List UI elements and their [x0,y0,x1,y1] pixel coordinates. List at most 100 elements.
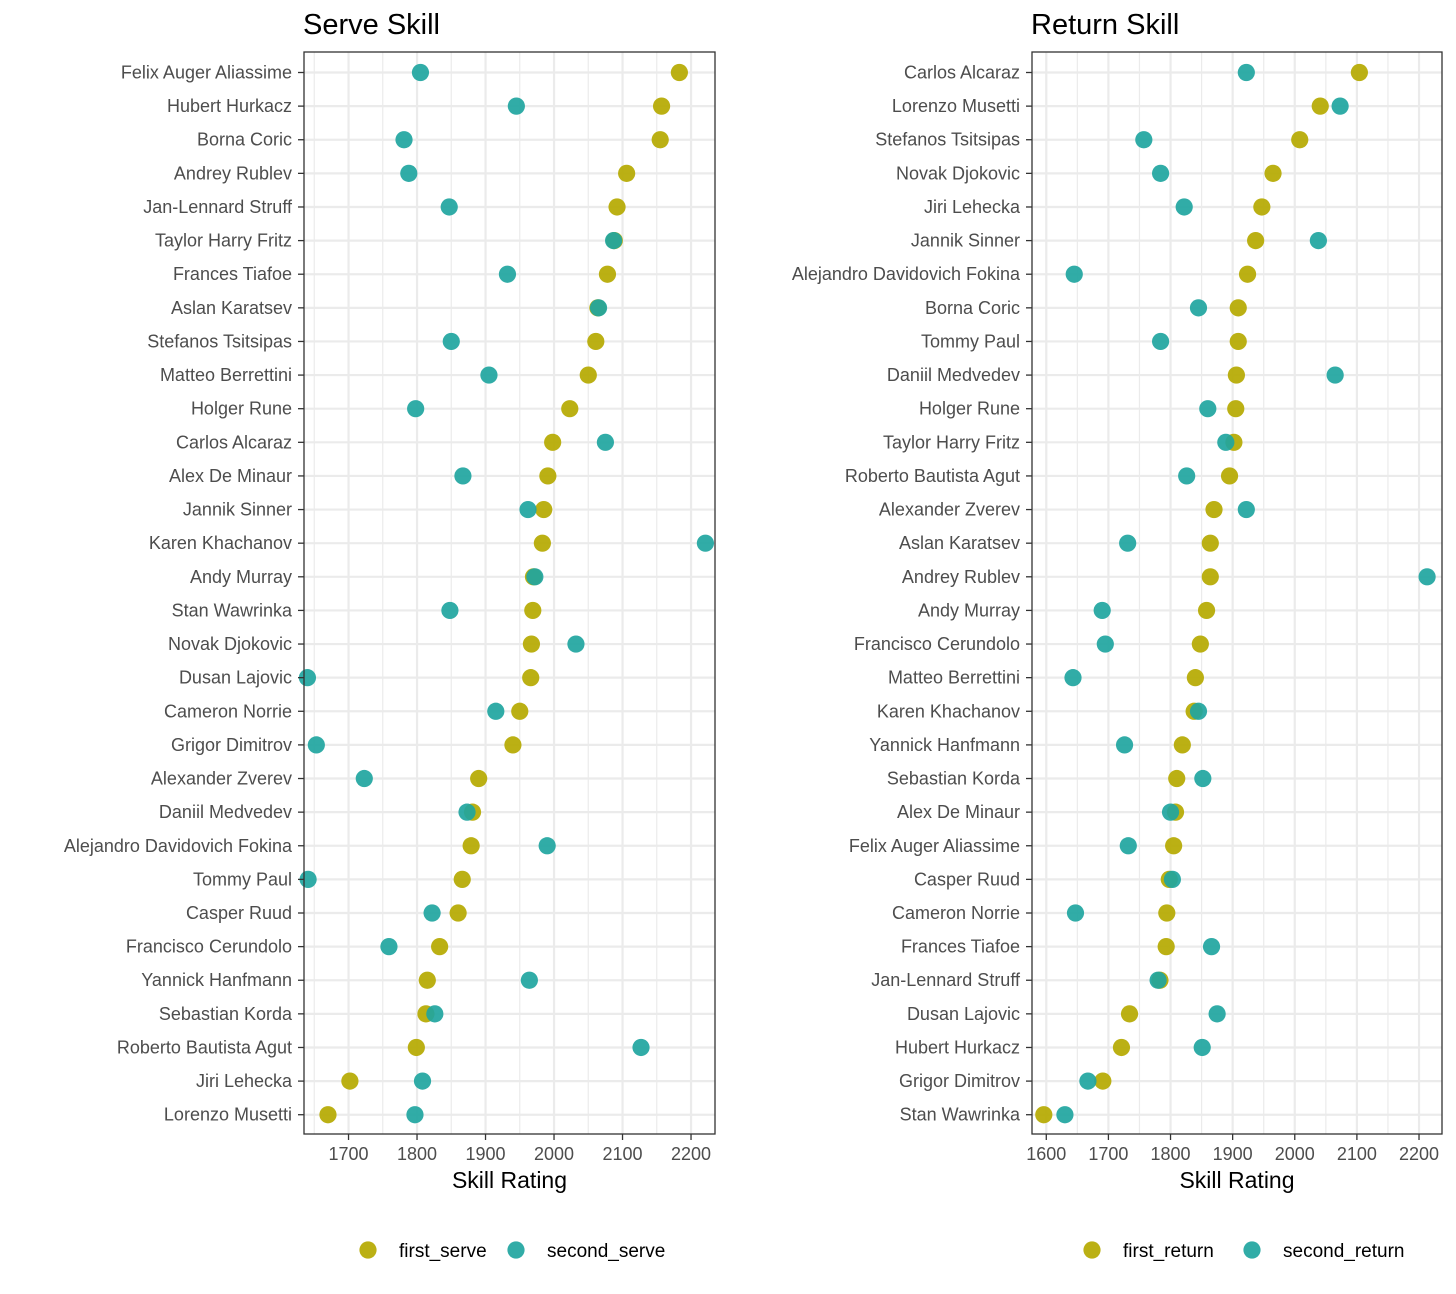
panel-1-player-label: Holger Rune [919,399,1020,419]
panel-0-player-label: Sebastian Korda [159,1004,293,1024]
panel-0-player-label: Jannik Sinner [183,500,292,520]
panel-0-first_serve-point [524,601,542,620]
panel-1-player-label: Lorenzo Musetti [892,96,1020,116]
panel-0-second_serve-point [538,837,556,855]
panel-1-second_return-point [1064,669,1082,687]
panel-0-player-label: Francisco Cerundolo [126,937,292,957]
panel-1-player-label: Alexander Zverev [879,500,1020,520]
panel-1-second_return-point [1056,1106,1074,1124]
panel-0-player-label: Roberto Bautista Agut [117,1037,292,1057]
panel-0-first_serve-point [470,769,488,788]
panel-0-second_serve-point [400,164,418,182]
panel-0-first_serve-point [341,1072,359,1090]
panel-0-second_serve-point [440,198,458,216]
panel-1-second_return-point [1178,467,1196,485]
panel-1-x-tick-label: 1800 [1151,1144,1191,1164]
panel-1-first_return-point [1112,1038,1131,1057]
panel-1-second_return-point [1418,568,1436,586]
panel-1-player-label: Karen Khachanov [877,701,1020,721]
panel-0-legend-first_serve-label: first_serve [399,1241,487,1262]
panel-0-player-label: Lorenzo Musetti [164,1105,292,1125]
panel-1-player-label: Matteo Berrettini [888,668,1020,688]
panel-0-second_serve-point [423,904,441,922]
panel-1-second_return-point [1202,938,1221,956]
panel-1-second_return-point [1066,904,1085,922]
panel-1-legend-second_return-key [1243,1241,1261,1259]
panel-0-first_serve-point [453,870,471,888]
panel-0-second_serve-point [567,635,585,653]
panel-0-second_serve-point [596,433,615,451]
panel-0-first_serve-point [539,467,557,485]
panel-1-player-label: Cameron Norrie [892,903,1020,923]
panel-1-player-label: Francisco Cerundolo [854,634,1020,654]
panel-1-title: Return Skill [1031,9,1179,41]
panel-0-second_serve-point [442,332,460,351]
panel-1-second_return-point [1115,736,1134,754]
panel-0-second_serve-point [487,702,505,720]
panel-1-first_return-point [1201,534,1219,552]
panel-1-player-label: Andy Murray [918,600,1020,620]
panel-1-second_return-point [1161,803,1180,821]
panel-1-x-tick-label: 1600 [1026,1144,1066,1164]
panel-0-x-tick-label: 2200 [671,1144,711,1164]
panel-0-player-label: Alejandro Davidovich Fokina [64,836,293,856]
panel-0-second_serve-point [498,265,517,283]
panel-0-legend-second_serve-key [507,1241,525,1259]
panel-0-second_serve-point [406,1106,424,1124]
panel-1-player-label: Taylor Harry Fritz [883,432,1020,452]
panel-0-first_serve-point [449,904,467,922]
panel-1-player-label: Jiri Lehecka [924,197,1021,217]
panel-0-second_serve-point [380,938,398,956]
panel-0-second_serve-point [355,769,373,788]
panel-1-first_return-point [1247,232,1265,250]
panel-1-second_return-point [1119,837,1137,855]
panel-0-second_serve-point [454,467,472,485]
panel-0-player-label: Andy Murray [190,567,292,587]
panel-0-player-label: Borna Coric [197,130,292,150]
panel-0-player-label: Aslan Karatsev [171,298,292,318]
panel-0-legend-first_serve-key [359,1241,377,1259]
panel-0-second_serve-point [526,568,544,586]
panel-0-player-label: Tommy Paul [193,869,292,889]
panel-0-x-axis-title: Skill Rating [452,1167,567,1193]
panel-1-x-tick-label: 2200 [1399,1144,1439,1164]
panel-1-x-tick-label: 1700 [1088,1144,1128,1164]
panel-0-player-label: Carlos Alcaraz [176,432,292,452]
panel-1-first_return-point [1264,164,1282,182]
panel-0-second_serve-point [605,232,623,250]
panel-1-player-label: Carlos Alcaraz [904,63,1020,83]
panel-0-second_serve-point [480,366,498,384]
panel-0-player-label: Casper Ruud [186,903,292,923]
panel-0-x-tick-label: 1800 [397,1144,437,1164]
panel-0-second_serve-point [441,601,459,620]
panel-0-second_serve-point [507,97,525,115]
panel-1-x-tick-label: 1900 [1213,1144,1253,1164]
panel-1-player-label: Borna Coric [925,298,1020,318]
panel-0-player-label: Alex De Minaur [169,466,292,486]
panel-0-player-label: Felix Auger Aliassime [121,63,292,83]
panel-0-player-label: Holger Rune [191,399,292,419]
panel-1-player-label: Aslan Karatsev [899,533,1020,553]
panel-0-player-label: Stan Wawrinka [172,600,293,620]
panel-1-legend-first_return-key [1083,1241,1101,1259]
panel-0-player-label: Karen Khachanov [149,533,292,553]
panel-0-first_serve-point [522,669,540,687]
panel-0-first_serve-point [608,198,626,216]
panel-0-x-tick-label: 2100 [603,1144,643,1164]
panel-1-second_return-point [1237,500,1255,519]
panel-0-first_serve-point [598,265,617,283]
panel-1-second_return-point [1149,971,1167,989]
panel-0-second_serve-point [413,1072,432,1090]
panel-0-player-label: Andrey Rublev [174,163,292,183]
panel-1-first_return-point [1173,736,1191,754]
panel-1-first_return-point [1238,265,1257,283]
panel-0-first_serve-point [511,702,529,720]
panel-0-x-tick-label: 1900 [466,1144,506,1164]
panel-0-first_serve-point [670,63,688,82]
panel-0-second_serve-point [395,131,413,149]
panel-1-player-label: Hubert Hurkacz [895,1037,1020,1057]
panel-1-frame [1031,51,1443,1135]
panel-0-player-label: Grigor Dimitrov [171,735,292,755]
panel-0-first_serve-point [587,332,605,351]
